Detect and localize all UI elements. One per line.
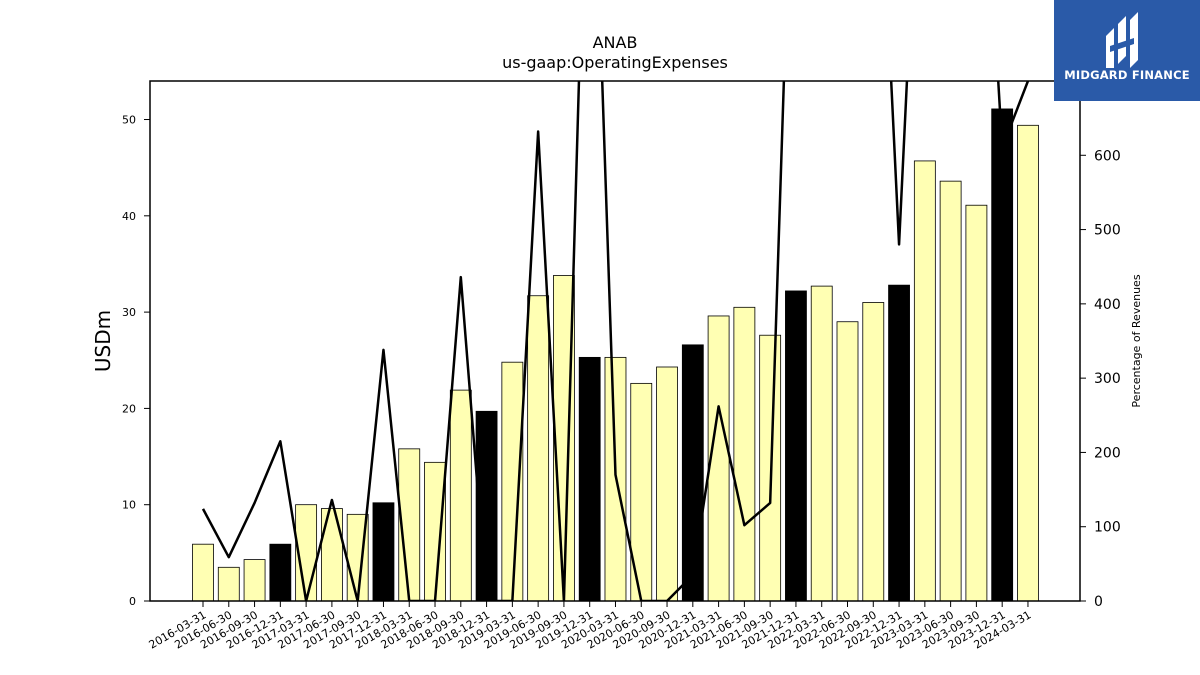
line-series — [201, 81, 1030, 601]
y-tick-label: 40 — [122, 210, 136, 223]
y-axis-label: USDm — [91, 310, 115, 372]
y2-axis-label: Percentage of Revenues — [1130, 274, 1143, 407]
bar-2016-12-31 — [269, 543, 292, 602]
bar-2020-12-31 — [681, 344, 704, 602]
logo-mark-icon — [1106, 12, 1138, 68]
y-axis: 0 10 20 30 40 50 — [122, 114, 150, 608]
bar-2023-06-30 — [939, 180, 962, 602]
bar-2016-03-31 — [192, 543, 214, 602]
bar-2022-12-31 — [888, 284, 910, 602]
bar-2022-03-31 — [810, 285, 833, 602]
bar-2021-06-30 — [733, 306, 756, 602]
bar-2020-09-30 — [656, 366, 678, 602]
y2-tick-label: 0 — [1094, 594, 1103, 610]
bar-2021-12-31 — [785, 290, 807, 602]
y-tick-label: 20 — [122, 402, 136, 415]
y-tick-label: 50 — [122, 114, 136, 127]
bar-2023-03-31 — [913, 160, 936, 602]
y2-tick-label: 300 — [1094, 371, 1121, 387]
y2-tick-label: 500 — [1094, 223, 1121, 239]
bar-2023-12-31 — [991, 108, 1014, 602]
bar-2024-03-31 — [1017, 124, 1039, 602]
bar-2019-12-31 — [578, 356, 601, 602]
bar-2017-12-31 — [372, 502, 395, 602]
bar-2019-06-30 — [527, 295, 550, 602]
y2-axis: 0 100 200 300 400 500 600 — [1080, 148, 1121, 610]
bar-2022-09-30 — [862, 302, 885, 602]
bar-2022-06-30 — [836, 321, 859, 602]
chart-title: ANAB — [593, 33, 638, 52]
logo-text: MIDGARD FINANCE — [1064, 68, 1190, 82]
bar-2018-06-30 — [424, 461, 446, 602]
x-axis: 2016-03-312016-06-302016-09-302016-12-31… — [147, 601, 1033, 652]
bar-2018-09-30 — [449, 389, 472, 602]
y-tick-label: 30 — [122, 306, 136, 319]
bar-series — [192, 108, 1039, 602]
y2-tick-label: 200 — [1094, 445, 1121, 461]
bar-2017-06-30 — [320, 508, 343, 602]
chart-subtitle: us-gaap:OperatingExpenses — [502, 53, 728, 72]
y-tick-label: 0 — [129, 595, 136, 608]
y2-tick-label: 600 — [1094, 148, 1121, 164]
bar-2016-06-30 — [217, 566, 240, 602]
y-tick-label: 10 — [122, 499, 136, 512]
bar-2023-09-30 — [965, 204, 988, 602]
percentage-line — [201, 81, 1030, 601]
logo: MIDGARD FINANCE — [1054, 0, 1200, 101]
y2-tick-label: 400 — [1094, 297, 1121, 313]
bar-2016-09-30 — [243, 559, 266, 602]
y2-tick-label: 100 — [1094, 520, 1121, 536]
